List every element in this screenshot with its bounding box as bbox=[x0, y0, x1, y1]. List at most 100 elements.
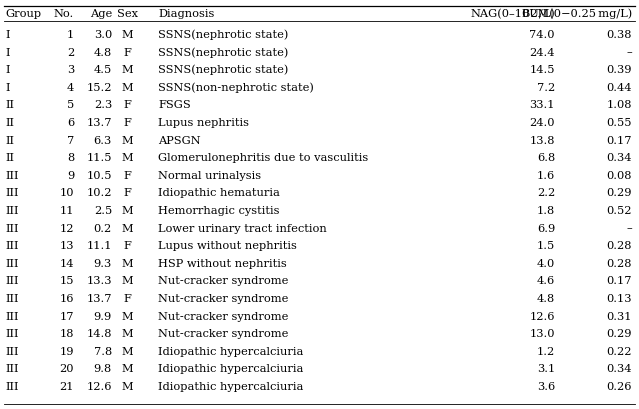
Text: F: F bbox=[123, 240, 132, 251]
Text: III: III bbox=[5, 293, 19, 303]
Text: F: F bbox=[123, 47, 132, 57]
Text: III: III bbox=[5, 364, 19, 373]
Text: 0.17: 0.17 bbox=[606, 135, 632, 145]
Text: 13.7: 13.7 bbox=[86, 118, 112, 128]
Text: 18: 18 bbox=[59, 328, 74, 338]
Text: 13.8: 13.8 bbox=[530, 135, 555, 145]
Text: 11.1: 11.1 bbox=[86, 240, 112, 251]
Text: Idiopathic hematuria: Idiopathic hematuria bbox=[158, 188, 280, 198]
Text: M: M bbox=[121, 364, 134, 373]
Text: Nut-cracker syndrome: Nut-cracker syndrome bbox=[158, 276, 288, 286]
Text: SSNS(nephrotic state): SSNS(nephrotic state) bbox=[158, 65, 288, 75]
Text: Lupus without nephritis: Lupus without nephritis bbox=[158, 240, 297, 251]
Text: 3.1: 3.1 bbox=[537, 364, 555, 373]
Text: 2: 2 bbox=[66, 47, 74, 57]
Text: 74.0: 74.0 bbox=[530, 30, 555, 40]
Text: 9: 9 bbox=[66, 171, 74, 180]
Text: 4.8: 4.8 bbox=[94, 47, 112, 57]
Text: HSP without nephritis: HSP without nephritis bbox=[158, 258, 287, 268]
Text: 1: 1 bbox=[66, 30, 74, 40]
Text: SSNS(non-nephrotic state): SSNS(non-nephrotic state) bbox=[158, 82, 314, 93]
Text: 0.28: 0.28 bbox=[606, 240, 632, 251]
Text: 0.38: 0.38 bbox=[606, 30, 632, 40]
Text: 13: 13 bbox=[59, 240, 74, 251]
Text: I: I bbox=[5, 47, 10, 57]
Text: 0.22: 0.22 bbox=[606, 346, 632, 356]
Text: 0.34: 0.34 bbox=[606, 153, 632, 163]
Text: 20: 20 bbox=[59, 364, 74, 373]
Text: 7: 7 bbox=[66, 135, 74, 145]
Text: Age: Age bbox=[89, 9, 112, 19]
Text: 12.6: 12.6 bbox=[530, 311, 555, 321]
Text: Group: Group bbox=[5, 9, 41, 19]
Text: 3.0: 3.0 bbox=[94, 30, 112, 40]
Text: II: II bbox=[5, 118, 14, 128]
Text: 4.6: 4.6 bbox=[537, 276, 555, 286]
Text: 2.2: 2.2 bbox=[537, 188, 555, 198]
Text: Sex: Sex bbox=[117, 9, 138, 19]
Text: 0.08: 0.08 bbox=[606, 171, 632, 180]
Text: 3.6: 3.6 bbox=[537, 381, 555, 391]
Text: III: III bbox=[5, 381, 19, 391]
Text: 1.8: 1.8 bbox=[537, 205, 555, 216]
Text: 2.5: 2.5 bbox=[94, 205, 112, 216]
Text: 0.17: 0.17 bbox=[606, 276, 632, 286]
Text: 1.08: 1.08 bbox=[606, 100, 632, 110]
Text: II: II bbox=[5, 135, 14, 145]
Text: F: F bbox=[123, 188, 132, 198]
Text: 17: 17 bbox=[59, 311, 74, 321]
Text: I: I bbox=[5, 30, 10, 40]
Text: III: III bbox=[5, 188, 19, 198]
Text: M: M bbox=[121, 381, 134, 391]
Text: 12.6: 12.6 bbox=[86, 381, 112, 391]
Text: Hemorrhagic cystitis: Hemorrhagic cystitis bbox=[158, 205, 279, 216]
Text: Glomerulonephritis due to vasculitis: Glomerulonephritis due to vasculitis bbox=[158, 153, 368, 163]
Text: III: III bbox=[5, 240, 19, 251]
Text: 5: 5 bbox=[66, 100, 74, 110]
Text: 9.8: 9.8 bbox=[94, 364, 112, 373]
Text: 10.2: 10.2 bbox=[86, 188, 112, 198]
Text: M: M bbox=[121, 258, 134, 268]
Text: II: II bbox=[5, 100, 14, 110]
Text: M: M bbox=[121, 153, 134, 163]
Text: M: M bbox=[121, 223, 134, 233]
Text: 1.6: 1.6 bbox=[537, 171, 555, 180]
Text: III: III bbox=[5, 328, 19, 338]
Text: Nut-cracker syndrome: Nut-cracker syndrome bbox=[158, 311, 288, 321]
Text: 24.0: 24.0 bbox=[530, 118, 555, 128]
Text: 3: 3 bbox=[66, 65, 74, 75]
Text: III: III bbox=[5, 346, 19, 356]
Text: 6.3: 6.3 bbox=[94, 135, 112, 145]
Text: 6.9: 6.9 bbox=[537, 223, 555, 233]
Text: I: I bbox=[5, 65, 10, 75]
Text: 12: 12 bbox=[59, 223, 74, 233]
Text: 0.2: 0.2 bbox=[94, 223, 112, 233]
Text: 11.5: 11.5 bbox=[86, 153, 112, 163]
Text: 4.5: 4.5 bbox=[94, 65, 112, 75]
Text: F: F bbox=[123, 100, 132, 110]
Text: 4.0: 4.0 bbox=[537, 258, 555, 268]
Text: 0.29: 0.29 bbox=[606, 328, 632, 338]
Text: 33.1: 33.1 bbox=[530, 100, 555, 110]
Text: 9.9: 9.9 bbox=[94, 311, 112, 321]
Text: III: III bbox=[5, 276, 19, 286]
Text: 16: 16 bbox=[59, 293, 74, 303]
Text: FSGS: FSGS bbox=[158, 100, 191, 110]
Text: M: M bbox=[121, 205, 134, 216]
Text: 14.5: 14.5 bbox=[530, 65, 555, 75]
Text: M: M bbox=[121, 311, 134, 321]
Text: 6.8: 6.8 bbox=[537, 153, 555, 163]
Text: 0.31: 0.31 bbox=[606, 311, 632, 321]
Text: II: II bbox=[5, 153, 14, 163]
Text: B2M(0−0.25 mg/L): B2M(0−0.25 mg/L) bbox=[522, 9, 632, 19]
Text: III: III bbox=[5, 258, 19, 268]
Text: Idiopathic hypercalciuria: Idiopathic hypercalciuria bbox=[158, 346, 304, 356]
Text: 13.0: 13.0 bbox=[530, 328, 555, 338]
Text: –: – bbox=[626, 47, 632, 57]
Text: –: – bbox=[626, 223, 632, 233]
Text: No.: No. bbox=[54, 9, 74, 19]
Text: 0.39: 0.39 bbox=[606, 65, 632, 75]
Text: F: F bbox=[123, 118, 132, 128]
Text: Normal urinalysis: Normal urinalysis bbox=[158, 171, 261, 180]
Text: III: III bbox=[5, 311, 19, 321]
